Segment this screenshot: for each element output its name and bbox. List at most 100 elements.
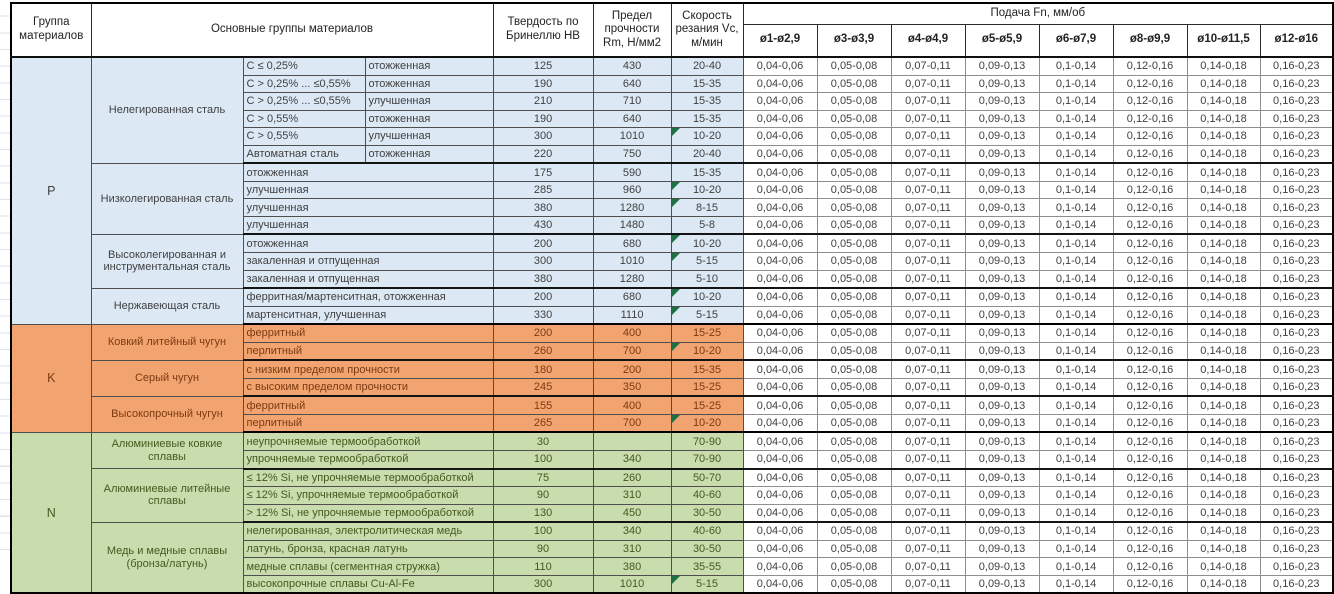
subgroup-name-cell: Медь и медные сплавы (бронза/латунь) — [90, 521, 244, 594]
feed-value-cell: 0,1-0,14 — [1038, 305, 1114, 326]
cutting-speed-vc-cell: 40-60 — [670, 486, 744, 505]
table-row: закаленная и отпущенная 380 1280 5-10 0,04-0… — [11, 269, 1334, 290]
feed-value-cell: 0,16-0,23 — [1259, 269, 1334, 290]
material-cell: > 12% Si, не упрочняемые термообработкой — [242, 503, 494, 524]
feed-value-cell: 0,16-0,23 — [1259, 162, 1334, 182]
feed-value-cell: 0,12-0,16 — [1112, 269, 1188, 290]
feed-value-cell: 0,05-0,08 — [816, 198, 892, 217]
feed-value-cell: 0,16-0,23 — [1259, 56, 1334, 76]
feed-value-cell: 0,12-0,16 — [1112, 305, 1188, 326]
table-row: улучшенная 380 1280 8-15 0,04-0,06 0,05-0,08 0… — [11, 198, 1334, 217]
hardness-hb-cell: 285 — [492, 180, 594, 200]
header-feed-d4: ø5-ø5,9 — [964, 23, 1040, 58]
table-row: Медь и медные сплавы (бронза/латунь) неле… — [11, 521, 1334, 594]
strength-rm-cell: 260 — [592, 468, 672, 488]
material-cell: нелегированная, электролитическая медь — [242, 521, 494, 541]
table-row: упрочняемые термообработкой 100 340 70-90 0,… — [11, 450, 1334, 470]
feed-value-cell: 0,16-0,23 — [1259, 468, 1334, 488]
strength-rm-cell: 350 — [592, 377, 672, 398]
cutting-speed-vc-cell: 15-35 — [670, 92, 744, 111]
feed-value-cell: 0,04-0,06 — [742, 287, 818, 307]
material-cell: ≤ 12% Si, упрочняемые термообработкой — [242, 486, 494, 505]
cutting-speed-vc-cell: 40-60 — [670, 521, 744, 541]
material-state-cell: улучшенная — [364, 127, 494, 146]
feed-value-cell: 0,1-0,14 — [1038, 468, 1114, 488]
feed-value-cell: 0,04-0,06 — [742, 413, 818, 434]
hardness-hb-cell: 155 — [492, 395, 594, 415]
feed-value-cell: 0,16-0,23 — [1259, 395, 1334, 415]
feed-value-cell: 0,16-0,23 — [1259, 431, 1334, 452]
feed-value-cell: 0,07-0,11 — [890, 341, 966, 362]
feed-value-cell: 0,16-0,23 — [1259, 92, 1334, 111]
feed-value-cell: 0,14-0,18 — [1186, 341, 1261, 362]
feed-value-cell: 0,07-0,11 — [890, 395, 966, 415]
header-feed-d8: ø12-ø16 — [1259, 23, 1334, 58]
feed-value-cell: 0,05-0,08 — [816, 377, 892, 398]
feed-value-cell: 0,12-0,16 — [1112, 557, 1188, 576]
feed-value-cell: 0,12-0,16 — [1112, 127, 1188, 146]
material-cell: неупрочняемые термообработкой — [242, 431, 494, 452]
feed-value-cell: 0,09-0,13 — [964, 287, 1040, 307]
feed-value-cell: 0,05-0,08 — [816, 359, 892, 379]
feed-value-cell: 0,04-0,06 — [742, 557, 818, 576]
feed-value-cell: 0,07-0,11 — [890, 431, 966, 452]
feed-value-cell: 0,05-0,08 — [816, 215, 892, 236]
feed-value-cell: 0,04-0,06 — [742, 180, 818, 200]
material-cell: отожженная — [242, 233, 494, 254]
feed-value-cell: 0,16-0,23 — [1259, 287, 1334, 307]
feed-value-cell: 0,16-0,23 — [1259, 377, 1334, 398]
feed-value-cell: 0,1-0,14 — [1038, 180, 1114, 200]
feed-value-cell: 0,07-0,11 — [890, 269, 966, 290]
feed-value-cell: 0,1-0,14 — [1038, 233, 1114, 254]
feed-value-cell: 0,04-0,06 — [742, 127, 818, 146]
feed-value-cell: 0,16-0,23 — [1259, 503, 1334, 524]
feed-value-cell: 0,05-0,08 — [816, 395, 892, 415]
feed-value-cell: 0,07-0,11 — [890, 557, 966, 576]
material-composition-cell: C > 0,55% — [242, 109, 366, 129]
feed-value-cell: 0,07-0,11 — [890, 92, 966, 111]
feed-value-cell: 0,07-0,11 — [890, 450, 966, 470]
feed-value-cell: 0,14-0,18 — [1186, 468, 1261, 488]
comment-marker-icon — [672, 199, 680, 208]
material-state-cell: отожженная — [364, 144, 494, 165]
feed-value-cell: 0,07-0,11 — [890, 521, 966, 541]
feed-value-cell: 0,1-0,14 — [1038, 359, 1114, 379]
feed-value-cell: 0,05-0,08 — [816, 127, 892, 146]
feed-value-cell: 0,09-0,13 — [964, 413, 1040, 434]
strength-rm-cell: 710 — [592, 92, 672, 111]
feed-value-cell: 0,14-0,18 — [1186, 109, 1261, 129]
comment-marker-icon — [672, 128, 680, 137]
feed-value-cell: 0,12-0,16 — [1112, 198, 1188, 217]
table-row: C > 0,25% ... ≤0,55% улучшенная 210 710 15-3… — [11, 92, 1334, 111]
feed-value-cell: 0,07-0,11 — [890, 323, 966, 343]
feed-value-cell: 0,05-0,08 — [816, 450, 892, 470]
material-cell: ферритный — [242, 323, 494, 343]
comment-marker-icon — [672, 415, 680, 423]
feed-value-cell: 0,16-0,23 — [1259, 127, 1334, 146]
feed-value-cell: 0,1-0,14 — [1038, 287, 1114, 307]
feed-value-cell: 0,04-0,06 — [742, 431, 818, 452]
subgroup-name-cell: Низколегированная сталь — [90, 162, 244, 235]
feed-value-cell: 0,09-0,13 — [964, 215, 1040, 236]
material-composition-cell: Автоматная сталь — [242, 144, 366, 165]
feed-value-cell: 0,14-0,18 — [1186, 521, 1261, 541]
material-cell: латунь, бронза, красная латунь — [242, 539, 494, 559]
hardness-hb-cell: 190 — [492, 109, 594, 129]
feed-value-cell: 0,12-0,16 — [1112, 233, 1188, 254]
header-material-group: Группа материалов — [10, 2, 92, 58]
hardness-hb-cell: 90 — [492, 486, 594, 505]
feed-value-cell: 0,12-0,16 — [1112, 486, 1188, 505]
cutting-speed-vc-cell: 15-25 — [670, 377, 744, 398]
feed-value-cell: 0,1-0,14 — [1038, 323, 1114, 343]
material-cell: с высоким пределом прочности — [242, 377, 494, 398]
feed-value-cell: 0,09-0,13 — [964, 377, 1040, 398]
hardness-hb-cell: 175 — [492, 162, 594, 182]
feed-value-cell: 0,05-0,08 — [816, 468, 892, 488]
cutting-data-table: Группа материалов Основные группы матери… — [10, 2, 1334, 594]
hardness-hb-cell: 220 — [492, 144, 594, 165]
strength-rm-cell: 1280 — [592, 269, 672, 290]
hardness-hb-cell: 300 — [492, 127, 594, 146]
feed-value-cell: 0,1-0,14 — [1038, 252, 1114, 271]
hardness-hb-cell: 30 — [492, 431, 594, 452]
feed-value-cell: 0,09-0,13 — [964, 486, 1040, 505]
